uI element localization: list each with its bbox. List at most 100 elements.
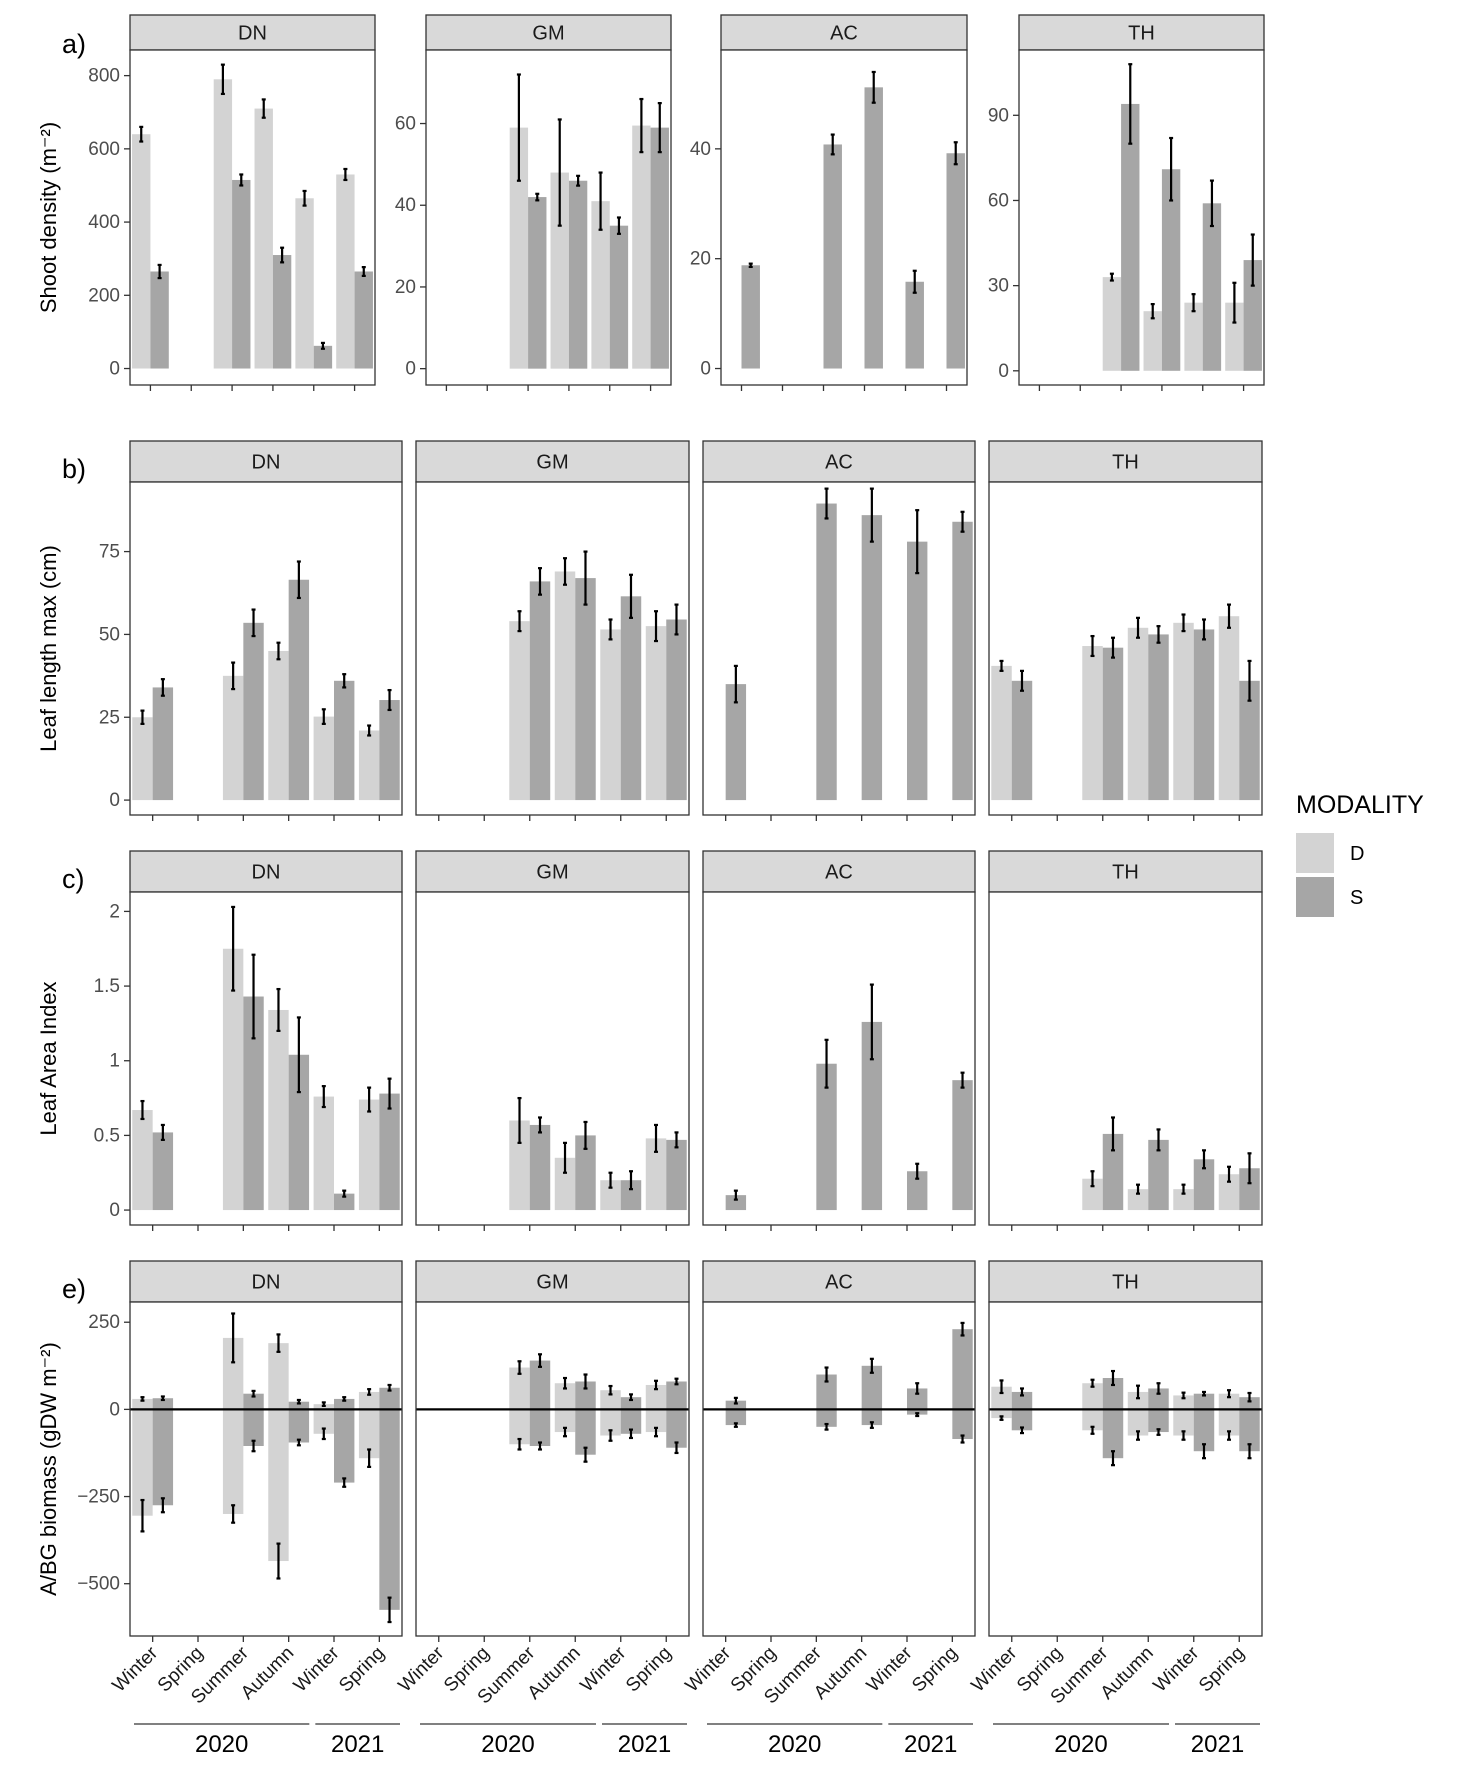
error-bar bbox=[1201, 618, 1206, 641]
bar-s bbox=[334, 680, 355, 801]
error-bar bbox=[1247, 659, 1252, 702]
error-bar-above bbox=[583, 1373, 588, 1390]
bar-below-s bbox=[1239, 1409, 1260, 1452]
year-label: 2020 bbox=[195, 1731, 248, 1758]
bar-s bbox=[1193, 629, 1215, 801]
error-bar bbox=[830, 133, 835, 156]
plot-frame bbox=[129, 891, 403, 1226]
bar-below-s bbox=[620, 1409, 642, 1434]
bar-above-d bbox=[991, 1386, 1012, 1410]
error-bar-above bbox=[276, 1333, 281, 1353]
bar-s bbox=[946, 153, 965, 369]
bar-d bbox=[254, 108, 273, 369]
plot-frame bbox=[415, 1301, 690, 1637]
bar-below-s bbox=[334, 1409, 355, 1483]
error-bar bbox=[367, 1086, 372, 1113]
bar-d bbox=[550, 172, 569, 369]
bar-s bbox=[1121, 103, 1140, 371]
y-tick-label: 50 bbox=[99, 624, 120, 645]
error-bar-above bbox=[563, 1376, 568, 1390]
error-bar-below bbox=[251, 1439, 256, 1453]
bar-below-s bbox=[952, 1409, 973, 1440]
x-tick-label: Spring bbox=[1195, 1643, 1249, 1697]
bar-s bbox=[354, 271, 373, 369]
bar-s bbox=[816, 503, 837, 801]
bar-s bbox=[575, 1135, 596, 1211]
error-bar-above bbox=[1136, 1384, 1141, 1400]
bar-s bbox=[666, 619, 687, 801]
x-tick-label: Spring bbox=[622, 1643, 676, 1697]
error-bar bbox=[960, 1071, 965, 1089]
facet-gm: GM bbox=[415, 440, 690, 821]
bar-s bbox=[650, 127, 669, 369]
bar-above-s bbox=[334, 1398, 355, 1410]
bar-d bbox=[313, 716, 334, 801]
bar-s bbox=[905, 281, 924, 369]
error-bar bbox=[276, 641, 281, 661]
bar-d bbox=[600, 1180, 621, 1211]
legend-label-s: S bbox=[1350, 887, 1363, 909]
error-bar bbox=[387, 688, 392, 712]
plot-frame bbox=[425, 49, 672, 386]
plot-background bbox=[703, 482, 975, 815]
bar-below-s bbox=[243, 1409, 264, 1446]
bar-s bbox=[272, 255, 292, 369]
facet-strip-label: AC bbox=[830, 23, 858, 45]
bar-below-s bbox=[907, 1409, 928, 1415]
bar-s bbox=[528, 197, 547, 369]
bar-d bbox=[991, 665, 1012, 801]
error-bar-above bbox=[1110, 1369, 1115, 1387]
legend-label-d: D bbox=[1350, 843, 1364, 865]
bar-above-s bbox=[861, 1365, 883, 1410]
panel-letter: e) bbox=[62, 1274, 86, 1304]
bar-below-d bbox=[222, 1409, 244, 1514]
error-bar bbox=[999, 659, 1004, 672]
y-tick-label: 40 bbox=[395, 195, 416, 216]
bar-below-s bbox=[1193, 1409, 1215, 1452]
error-bar bbox=[140, 1099, 145, 1121]
facet-strip-label: DN bbox=[252, 452, 281, 474]
bar-d bbox=[509, 1120, 530, 1211]
bar-above-s bbox=[1239, 1397, 1260, 1410]
panel-letter: c) bbox=[62, 864, 85, 894]
legend-title: MODALITY bbox=[1296, 791, 1424, 819]
plot-frame bbox=[988, 1301, 1263, 1637]
error-bar bbox=[557, 118, 562, 227]
plot-frame bbox=[1018, 49, 1265, 386]
error-bar-above bbox=[231, 1312, 236, 1364]
error-bar bbox=[1227, 603, 1232, 629]
plot-background bbox=[130, 892, 402, 1225]
bar-d bbox=[1184, 302, 1203, 371]
bar-below-s bbox=[816, 1409, 837, 1427]
panel-1: b) Leaf length max (cm) DN 0 25 50 75 GM AC TH bbox=[36, 440, 1263, 821]
bar-s bbox=[1102, 647, 1124, 801]
error-bar bbox=[296, 560, 301, 600]
facet-ac: AC bbox=[702, 850, 976, 1231]
error-bar bbox=[535, 192, 540, 202]
y-tick-label: 0 bbox=[109, 359, 120, 380]
error-bar-above bbox=[674, 1377, 679, 1386]
bar-above-s bbox=[1193, 1393, 1215, 1410]
plot-background bbox=[130, 1302, 402, 1636]
error-bar bbox=[1250, 233, 1255, 287]
bar-s bbox=[150, 271, 169, 369]
bar-above-d bbox=[358, 1391, 380, 1410]
y-tick-label: 0 bbox=[109, 790, 120, 811]
error-bar bbox=[598, 171, 603, 231]
bar-d bbox=[268, 650, 289, 801]
error-bar bbox=[517, 610, 522, 633]
error-bar-below bbox=[387, 1596, 392, 1624]
bar-above-s bbox=[952, 1329, 973, 1410]
y-tick-label: −500 bbox=[77, 1574, 120, 1595]
y-tick-label: 400 bbox=[88, 212, 120, 233]
facet-strip bbox=[1018, 14, 1265, 51]
error-bar bbox=[276, 987, 281, 1032]
bar-d bbox=[1102, 277, 1122, 371]
error-bar-below bbox=[960, 1434, 965, 1444]
error-bar bbox=[583, 550, 588, 606]
error-bar-above bbox=[387, 1383, 392, 1392]
error-bar bbox=[139, 125, 144, 143]
year-label: 2021 bbox=[331, 1731, 384, 1758]
facet-strip-label: AC bbox=[825, 862, 853, 884]
x-tick-label: Spring bbox=[335, 1643, 389, 1697]
